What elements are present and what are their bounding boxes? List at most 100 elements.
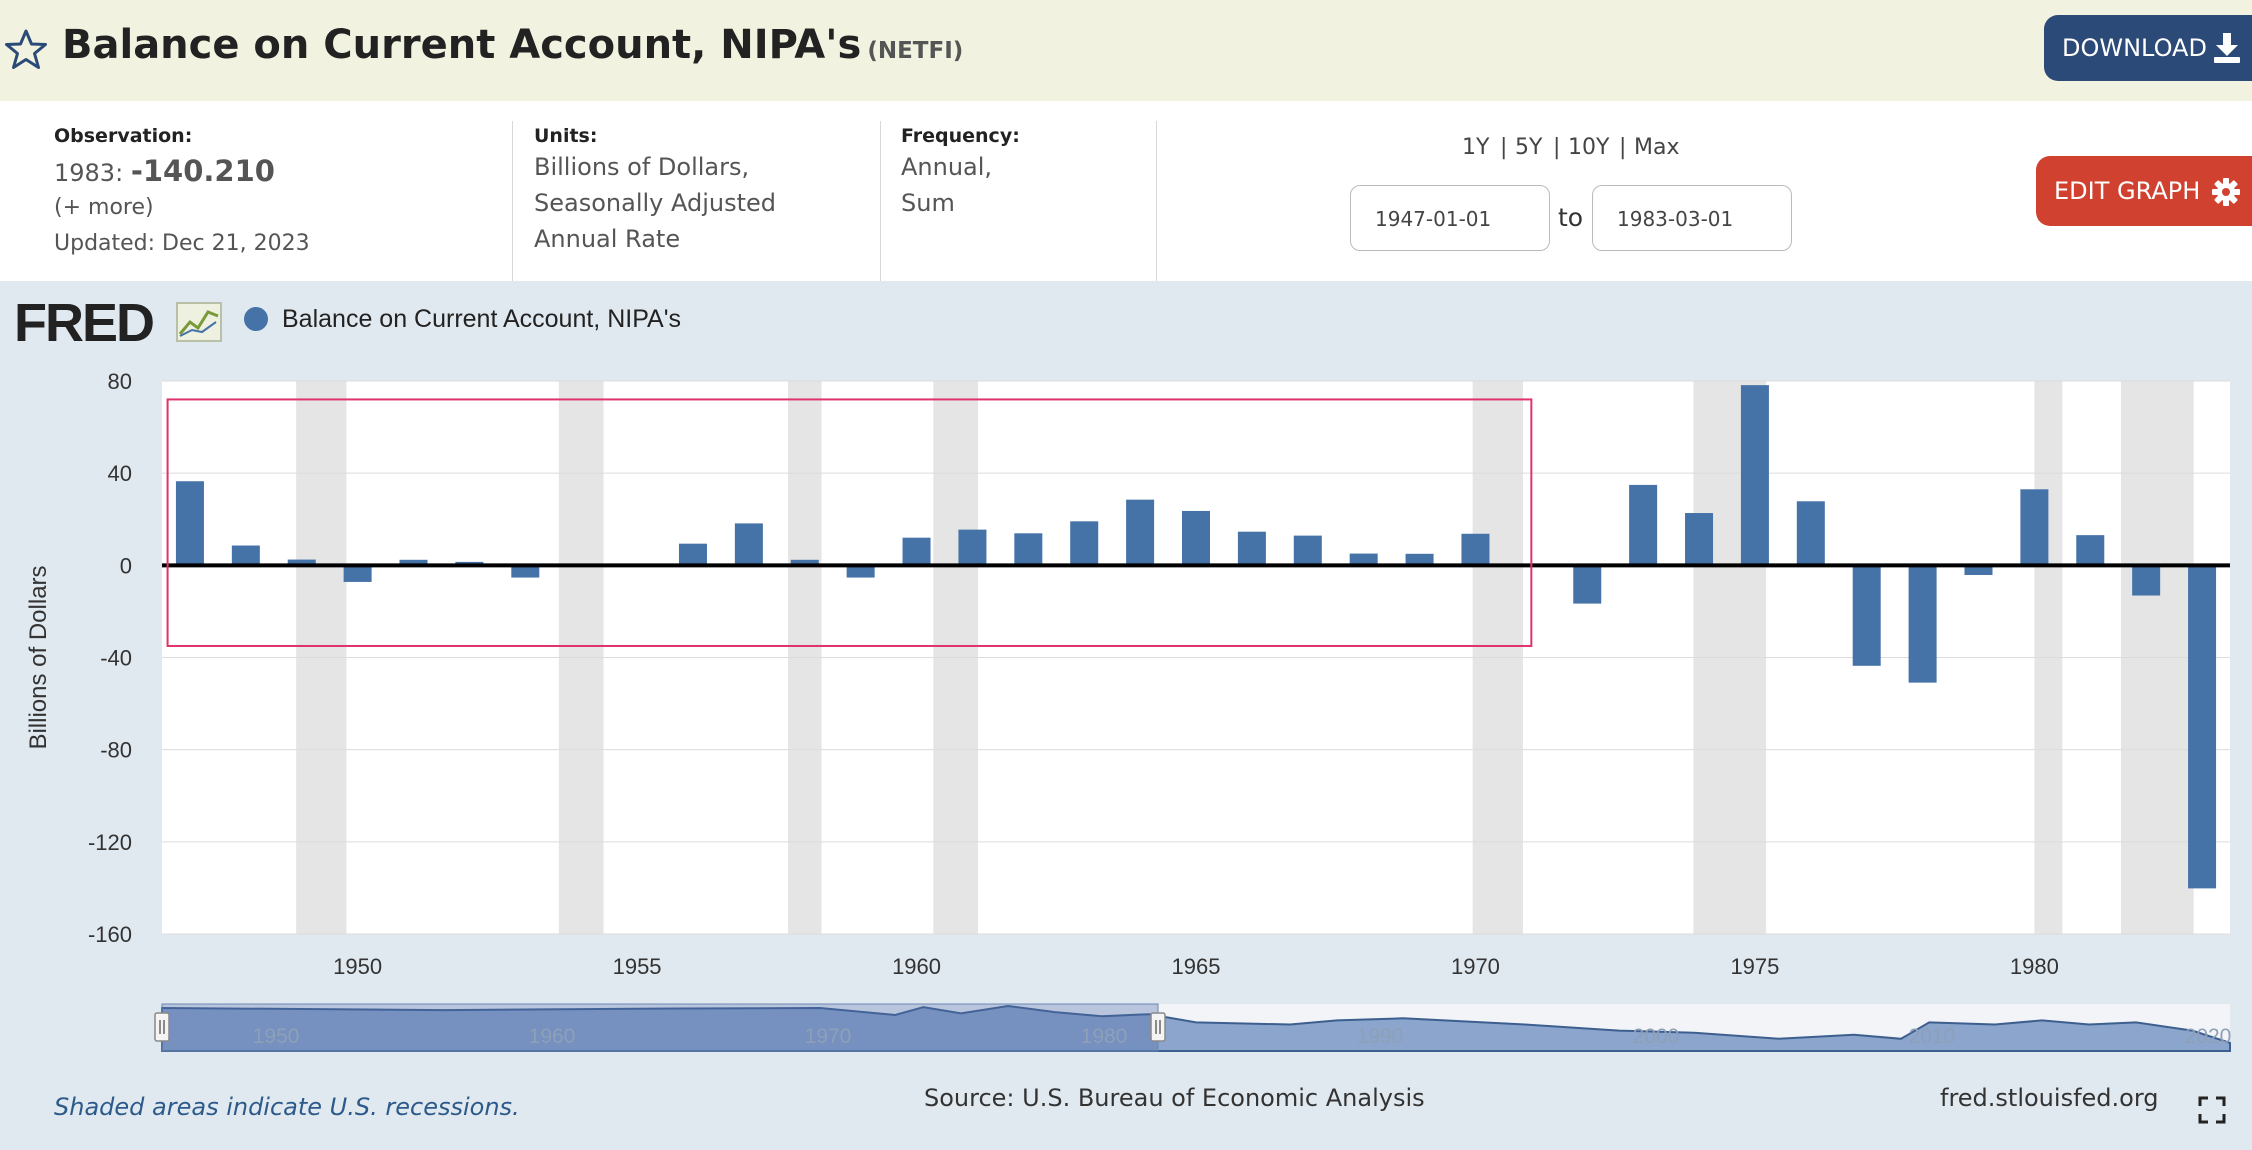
- fred-graph-icon: [176, 302, 222, 342]
- chart-bar: [1405, 553, 1434, 566]
- chart-bar: [1908, 565, 1937, 683]
- navigator-label: 1990: [1357, 1025, 1404, 1048]
- y-tick-label: 0: [120, 553, 132, 578]
- chart-bar: [399, 559, 428, 566]
- observation-value-row: 1983: -140.210: [54, 153, 275, 191]
- x-tick-label: 1955: [613, 954, 662, 979]
- range-separator: |: [1553, 135, 1561, 160]
- navigator-handle[interactable]: [154, 1012, 170, 1042]
- range-5y-link[interactable]: 5Y: [1515, 135, 1543, 160]
- divider: [1156, 121, 1157, 281]
- x-tick-label: 1950: [333, 954, 382, 979]
- chart-bar: [1014, 533, 1043, 566]
- gear-icon: [2212, 178, 2240, 206]
- navigator-series-area: [161, 1004, 2231, 1052]
- chart-bar: [1349, 553, 1378, 566]
- chart-bar: [734, 523, 763, 566]
- chart-bar: [678, 543, 707, 566]
- y-tick-label: 40: [108, 461, 132, 486]
- chart-bar: [1070, 521, 1099, 566]
- download-icon: [2214, 33, 2240, 63]
- navigator-label: 1980: [1081, 1025, 1128, 1048]
- x-tick-label: 1965: [1172, 954, 1221, 979]
- y-tick-label: -80: [100, 738, 132, 763]
- x-tick-label: 1970: [1451, 954, 1500, 979]
- legend-marker: [244, 307, 268, 331]
- frequency-line2: Sum: [901, 189, 955, 217]
- chart-bar: [287, 559, 316, 566]
- y-tick-label: 80: [108, 369, 132, 394]
- chart-bar: [1293, 535, 1322, 566]
- chart-bar: [1573, 565, 1602, 604]
- download-button[interactable]: DOWNLOAD: [2044, 15, 2252, 81]
- series-code: (NETFI): [867, 38, 964, 64]
- highlight-box: [166, 398, 1533, 647]
- y-tick-label: -160: [88, 922, 132, 947]
- star-icon[interactable]: [4, 28, 48, 72]
- chart-bar: [1685, 513, 1714, 566]
- y-tick-label: -120: [88, 830, 132, 855]
- x-tick-label: 1960: [892, 954, 941, 979]
- chart-bar: [790, 559, 819, 566]
- date-range-to-label: to: [1558, 203, 1584, 232]
- end-date-input[interactable]: 1983-03-01: [1592, 185, 1792, 251]
- chart-bar: [175, 481, 204, 566]
- chart-bar: [1461, 533, 1490, 566]
- chart-bar: [902, 537, 931, 566]
- range-max-link[interactable]: Max: [1634, 135, 1680, 160]
- chart-bar: [2188, 565, 2217, 889]
- chart-bar: [2076, 535, 2105, 566]
- x-tick-label: 1975: [1730, 954, 1779, 979]
- chart-bar: [846, 565, 875, 578]
- observation-year: 1983:: [54, 159, 124, 187]
- chart-bar: [1796, 501, 1825, 566]
- chart-area: 80 40 0 -40 -80 -120 -160 1950 1955 1960 1965 1970 1…: [25, 369, 2232, 1052]
- frequency-label: Frequency:: [901, 125, 1020, 147]
- navigator-label: 2000: [1633, 1025, 1680, 1048]
- observation-value: -140.210: [130, 154, 275, 188]
- navigator-label: 1970: [805, 1025, 852, 1048]
- chart-bar: [1740, 385, 1769, 566]
- divider: [880, 121, 881, 281]
- chart-bar: [1629, 484, 1658, 566]
- download-button-label: DOWNLOAD: [2062, 34, 2207, 62]
- range-10y-link[interactable]: 10Y: [1568, 135, 1610, 160]
- divider: [512, 121, 513, 281]
- navigator-label: 1960: [529, 1025, 576, 1048]
- chart-bar: [1964, 565, 1993, 576]
- units-line1: Billions of Dollars,: [534, 153, 750, 181]
- x-tick-label: 1980: [2010, 954, 2059, 979]
- range-1y-link[interactable]: 1Y: [1462, 135, 1490, 160]
- header-bar: Balance on Current Account, NIPA's (NETFI…: [0, 0, 2252, 101]
- units-line3: Annual Rate: [534, 225, 681, 253]
- fullscreen-icon[interactable]: [2198, 1096, 2226, 1124]
- navigator-selection: [161, 1003, 1159, 1052]
- chart-bar: [511, 565, 540, 578]
- chart-bar: [1182, 510, 1210, 566]
- navigator-label: 2020: [2185, 1025, 2232, 1048]
- range-separator: |: [1500, 135, 1508, 160]
- legend-label: Balance on Current Account, NIPA's: [282, 305, 681, 333]
- units-line2: Seasonally Adjusted: [534, 189, 777, 217]
- fred-logo: FRED: [14, 292, 155, 354]
- navigator-label: 1950: [253, 1025, 300, 1048]
- y-axis-label: Billions of Dollars: [25, 565, 52, 749]
- updated-date: Updated: Dec 21, 2023: [54, 231, 310, 256]
- more-link[interactable]: (+ more): [54, 195, 154, 220]
- frequency-line1: Annual,: [901, 153, 993, 181]
- chart-bar: [958, 529, 987, 566]
- range-separator: |: [1619, 135, 1627, 160]
- recession-note: Shaded areas indicate U.S. recessions.: [54, 1093, 520, 1121]
- y-tick-label: -40: [100, 646, 132, 671]
- chart-bar: [1852, 565, 1881, 666]
- fred-logo-text: FRED: [14, 293, 155, 353]
- edit-graph-button[interactable]: EDIT GRAPH: [2036, 156, 2252, 226]
- navigator-handle[interactable]: [1150, 1012, 1166, 1042]
- source-text: Source: U.S. Bureau of Economic Analysis: [924, 1084, 1425, 1112]
- chart-bar: [2132, 565, 2161, 596]
- observation-label: Observation:: [54, 125, 193, 147]
- start-date-input[interactable]: 1947-01-01: [1350, 185, 1550, 251]
- series-title-text: Balance on Current Account, NIPA's: [62, 22, 862, 68]
- chart-bar: [2020, 489, 2049, 566]
- chart-bar: [343, 565, 372, 582]
